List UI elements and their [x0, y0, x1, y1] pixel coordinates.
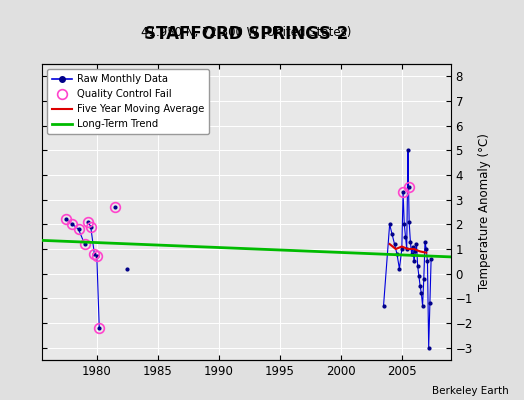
Y-axis label: Temperature Anomaly (°C): Temperature Anomaly (°C) — [478, 133, 492, 291]
Text: 41.950 N, 72.300 W (United States): 41.950 N, 72.300 W (United States) — [141, 26, 352, 39]
Title: STAFFORD SPRINGS 2: STAFFORD SPRINGS 2 — [144, 25, 348, 43]
Text: Berkeley Earth: Berkeley Earth — [432, 386, 508, 396]
Legend: Raw Monthly Data, Quality Control Fail, Five Year Moving Average, Long-Term Tren: Raw Monthly Data, Quality Control Fail, … — [47, 69, 209, 134]
